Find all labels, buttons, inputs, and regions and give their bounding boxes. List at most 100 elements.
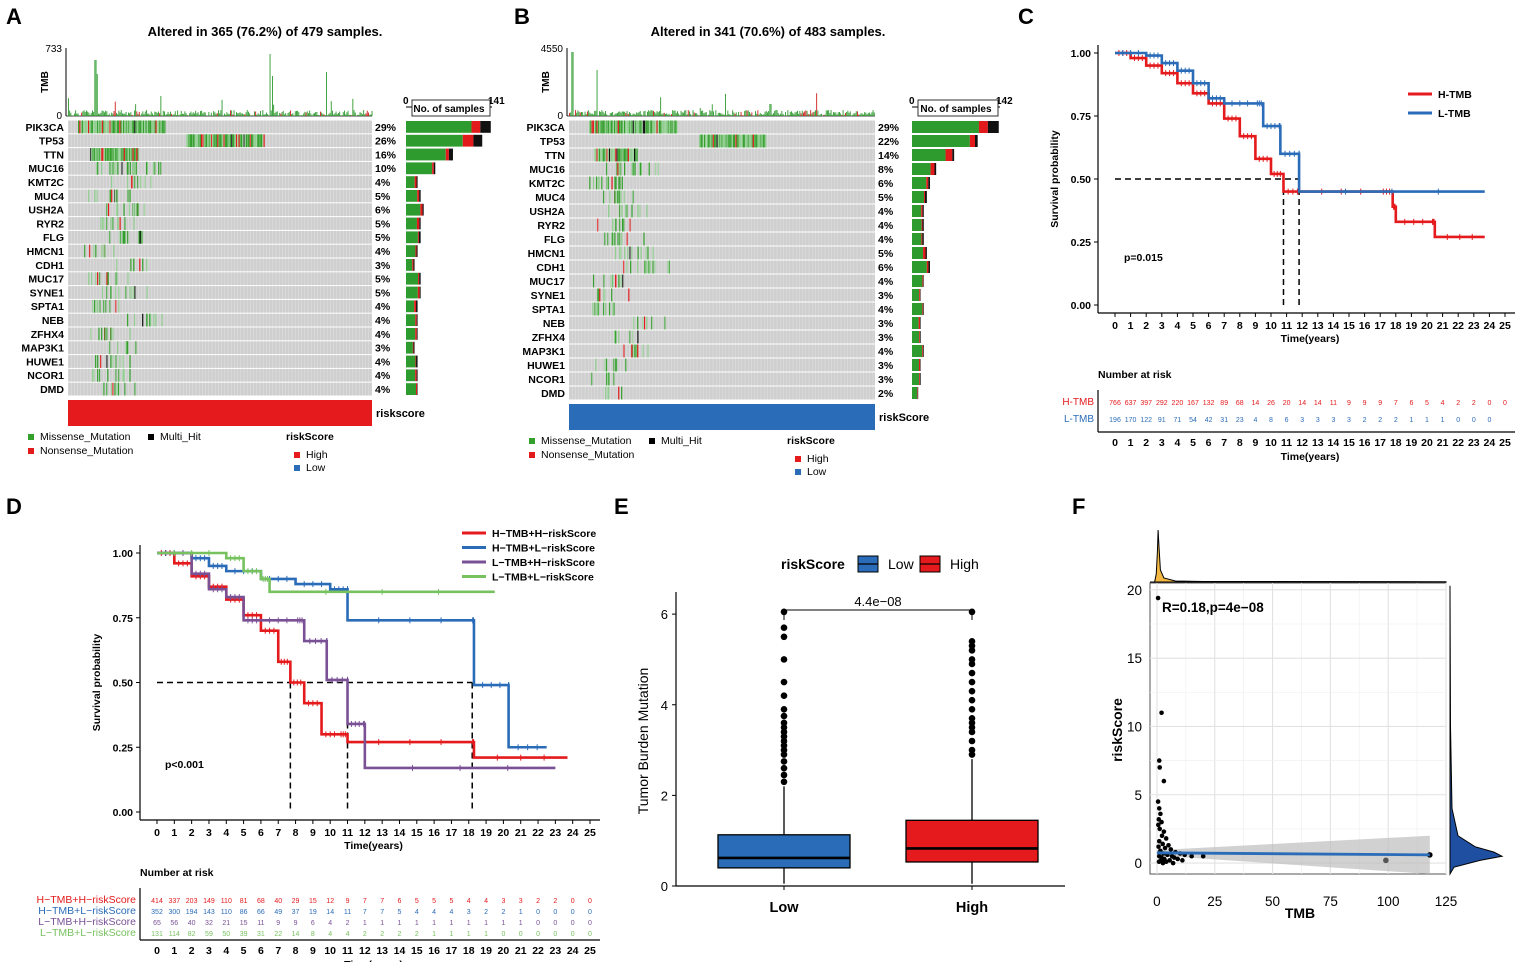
mutation-cell xyxy=(232,134,234,148)
tmb-bar xyxy=(641,114,642,116)
mutation-cell xyxy=(617,162,619,176)
tmb-bar xyxy=(860,113,862,116)
scatter-point xyxy=(1180,858,1185,863)
mutation-cell xyxy=(233,134,235,148)
mutation-cell xyxy=(719,134,721,148)
legend-low-swatch xyxy=(795,469,801,475)
mutation-cell xyxy=(116,148,118,161)
tmb-bar xyxy=(746,110,748,116)
tmb-bar xyxy=(310,113,312,116)
tmb-bar xyxy=(758,114,760,116)
gene-bar-missense xyxy=(912,373,920,385)
gene-bar-missense xyxy=(912,121,979,133)
tmb-bar xyxy=(863,114,864,116)
tmb-bar xyxy=(351,115,353,116)
km-plot-panel-d: 0.000.250.500.751.000 1 2 3 4 5 6 7 8 9 10 11 12 13 14… xyxy=(37,528,600,962)
tmb-bar xyxy=(672,110,674,116)
mutation-cell xyxy=(632,162,634,176)
risk-table-value: 2 xyxy=(380,931,384,938)
tmb-bar xyxy=(306,111,308,116)
gene-bar-nonsense xyxy=(978,121,988,133)
tmb-bar xyxy=(823,114,825,116)
mutation-cell xyxy=(146,120,148,134)
mutation-cell xyxy=(108,148,110,161)
mutation-cell xyxy=(261,134,263,148)
gene-bar-multihit xyxy=(416,369,418,382)
mutation-cell xyxy=(625,120,627,134)
gene-bar-multihit xyxy=(480,121,491,133)
tmb-bar xyxy=(739,115,741,116)
tmb-bar xyxy=(281,112,283,116)
mutation-cell xyxy=(84,120,86,134)
tmb-bar xyxy=(332,110,333,116)
tmb-bar xyxy=(589,112,591,116)
gene-bar-multihit xyxy=(922,205,924,217)
box-outlier xyxy=(780,705,788,713)
risk-table-value: 2 xyxy=(553,898,557,905)
risk-table-value: 4 xyxy=(1253,417,1257,424)
km-x-tick-label: 3 xyxy=(206,827,212,839)
tmb-bar xyxy=(594,111,596,116)
gene-bar-missense xyxy=(406,245,416,257)
mutation-cell xyxy=(129,286,131,299)
gene-bar-nonsense xyxy=(921,205,923,217)
km-x-tick-label: 25 xyxy=(584,827,596,839)
mutation-cell xyxy=(89,244,91,258)
matrix-row-bg xyxy=(68,272,372,286)
scatter-point xyxy=(1200,853,1206,859)
box-legend-label: Low xyxy=(888,556,915,572)
tmb-bar xyxy=(787,110,789,116)
box-outlier xyxy=(780,728,788,736)
tmb-bar xyxy=(587,111,588,116)
tmb-bar xyxy=(763,114,765,116)
mutation-cell xyxy=(632,120,634,134)
mutation-cell xyxy=(640,120,642,134)
mutation-cell xyxy=(123,203,125,217)
gene-bar-nonsense xyxy=(921,233,923,245)
gene-label: HUWE1 xyxy=(527,360,565,372)
mutation-cell xyxy=(646,120,648,134)
matrix-row-bg xyxy=(569,302,875,316)
risk-table-value: 37 xyxy=(292,909,300,916)
mutation-cell xyxy=(625,204,627,218)
tmb-bar xyxy=(696,113,698,116)
mutation-cell xyxy=(735,134,737,148)
risk-table-value: 50 xyxy=(222,931,230,938)
tmb-bar xyxy=(230,110,231,116)
risk-table-value: 9 xyxy=(294,920,298,927)
mutation-cell xyxy=(96,120,98,134)
km-x-tick-label: 25 xyxy=(1499,320,1511,332)
risk-table-x-tick-label: 8 xyxy=(293,945,299,957)
mutation-cell xyxy=(251,134,253,148)
risk-table-group-label: H−TMB+H−riskScore xyxy=(37,894,137,906)
risk-table-value: 1 xyxy=(519,909,523,916)
gene-bar-nonsense xyxy=(417,286,420,299)
mutation-cell xyxy=(99,368,101,382)
risk-table-value: 82 xyxy=(188,931,196,938)
tmb-bar xyxy=(678,113,680,116)
mutation-cell xyxy=(669,120,671,134)
mutation-cell xyxy=(637,344,639,358)
tmb-bar xyxy=(270,110,272,116)
risk-table-x-tick-label: 12 xyxy=(1296,437,1308,449)
tmb-bar xyxy=(318,115,320,116)
scatter-x-tick-label: 100 xyxy=(1377,894,1400,909)
tmb-bar xyxy=(257,113,259,116)
tmb-bar xyxy=(788,114,790,116)
km-x-tick-label: 12 xyxy=(359,827,371,839)
tmb-bar xyxy=(569,112,570,116)
km-x-tick-label: 18 xyxy=(1390,320,1402,332)
mutation-cell xyxy=(615,176,617,190)
mutation-cell xyxy=(636,120,638,134)
mutation-cell xyxy=(619,148,621,162)
tmb-bar xyxy=(683,112,684,116)
tmb-bar xyxy=(341,115,343,116)
risk-table-x-tick-label: 13 xyxy=(1312,437,1324,449)
gene-bar-nonsense xyxy=(926,261,929,273)
mutation-cell xyxy=(116,258,118,272)
tmb-bar xyxy=(224,113,225,116)
tmb-bar xyxy=(756,113,758,116)
km-y-tick-label: 0.25 xyxy=(113,742,134,754)
mutation-cell xyxy=(601,120,603,134)
mutation-cell xyxy=(606,148,608,162)
